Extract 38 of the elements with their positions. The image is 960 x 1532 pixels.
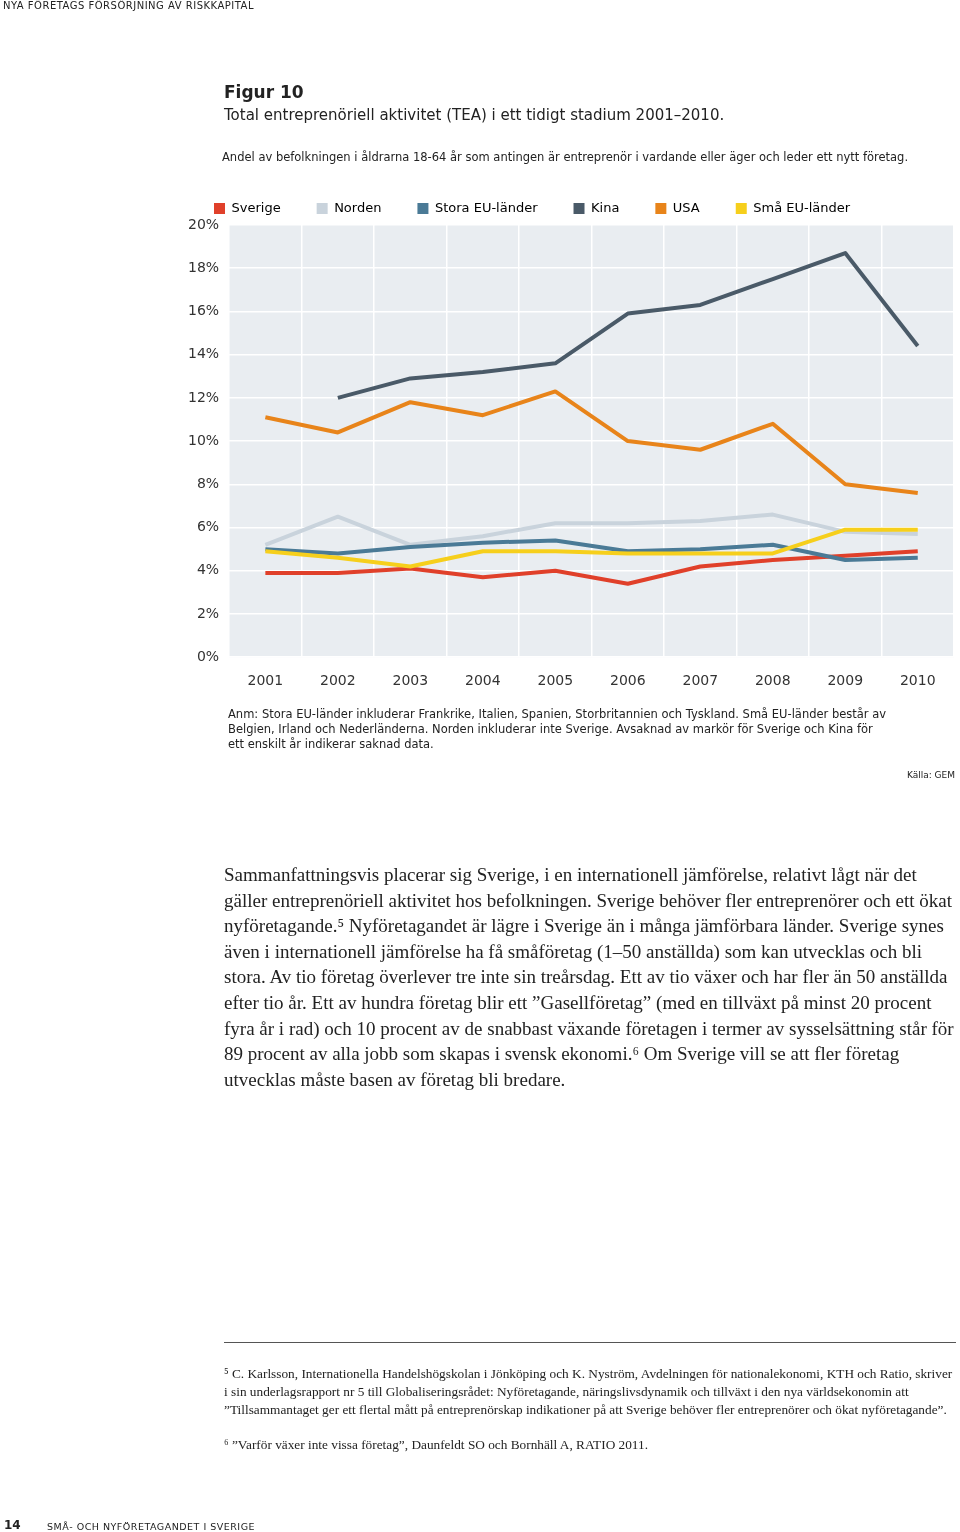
y-tick-label: 20% (187, 215, 220, 232)
y-tick-label: 8% (196, 474, 220, 491)
text: Sammanfattningsvis placerar sig Sverige, i en internationell jämförelse, relativt lågt när det gäller entreprenöriell aktivitet hos befolkningen. Sverige behöver fler entreprenörer och ett ökat nyföretagande.⁵ Nyföretagandet är lägre i Sverige än i många jämförbara länder. Sverige synes även i internationell jämförelse ha få småföretag (1–50 anställda) som kan utvecklas och bli stora. Av tio företag överlever tre inte sin treårsdag. Ett av tio växer och har fler än 50 anställda efter tio år. Ett av hundra företag blir ett ”Gasellföretag” (med en tillväxt på minst 20 procent fyra år i rad) och 10 procent av de snabbast växande företagen i termer av sysselsättning står för 89 procent av alla jobb som skapas i svensk ekonomi.⁶ Om Sverige vill se att fler företag utvecklas måste basen av företag bli bredare. (224, 864, 954, 1090)
x-tick-label: 2009 (827, 672, 864, 689)
y-tick-label: 4% (196, 561, 220, 578)
text: 14 (4, 1518, 21, 1532)
text: Anm: Stora EU-länder inkluderar Frankrike, Italien, Spanien, Storbritannien och Tyskland. Små EU-länder består av Belgien, Irland och Nederländerna. Norden inkluderar inte Sverige. Avsaknad av markör för Sverige och Kina för ett enskilt år indikerar saknad data. (228, 707, 888, 752)
text: Andel av befolkningen i åldrarna 18-64 år som antingen är entreprenör i vardande eller äger och leder ett nytt företag. (222, 150, 910, 164)
x-tick-label: 2008 (754, 672, 791, 689)
x-tick-label: 2006 (609, 672, 646, 689)
chart-title: Figur 10 (224, 82, 304, 102)
y-tick-label: 12% (187, 388, 220, 405)
y-tick-label: 0% (196, 647, 220, 664)
x-tick-label: 2004 (465, 672, 501, 689)
x-tick-label: 2001 (247, 672, 284, 689)
y-tick-label: 18% (187, 258, 220, 275)
y-tick-label: 16% (187, 302, 220, 319)
text: ⁶ ”Varför växer inte vissa företag”, Daunfeldt SO och Bornhäll A, RATIO 2011. (224, 1437, 649, 1453)
text: Källa: GEM (906, 770, 955, 780)
text: NYA FÖRETAGS FÖRSÖRJNING AV RISKKAPITAL (3, 0, 254, 11)
legend-label: Stora EU-länder (434, 199, 539, 215)
x-tick-label: 2003 (392, 672, 429, 689)
legend-label: Sverige (231, 199, 281, 215)
x-tick-label: 2007 (682, 672, 719, 689)
x-tick-label: 2005 (537, 672, 574, 689)
x-tick-label: 2010 (899, 672, 936, 689)
legend-label: Kina (591, 199, 620, 215)
chart-subtitle: Total entreprenöriell aktivitet (TEA) i ett tidigt stadium 2001–2010. (224, 106, 725, 124)
legend-label: USA (672, 199, 700, 215)
legend-label: Norden (334, 199, 382, 215)
x-tick-label: 2002 (320, 672, 356, 689)
y-tick-label: 2% (196, 604, 220, 621)
legend-label: Små EU-länder (753, 199, 851, 215)
text: ⁵ C. Karlsson, Internationella Handelshögskolan i Jönköping och K. Nyström, Avdelningen för nationalekonomi, KTH och Ratio, skriver i sin underlagsrapport nr 5 till Globaliseringsrådet: Nyföretagande, näringslivsdynamik och tillväxt i den nya världsekonomin att ”Tillsammantaget ger ett flertal mått på entreprenörskap indikationer på att Sverige behöver fler entreprenörer och ökat nyföretagande”. (224, 1365, 954, 1419)
y-tick-label: 14% (187, 345, 220, 362)
text: SMÅ- OCH NYFÖRETAGANDET I SVERIGE (47, 1521, 256, 1532)
y-tick-label: 6% (196, 518, 220, 535)
y-tick-label: 10% (187, 431, 220, 448)
